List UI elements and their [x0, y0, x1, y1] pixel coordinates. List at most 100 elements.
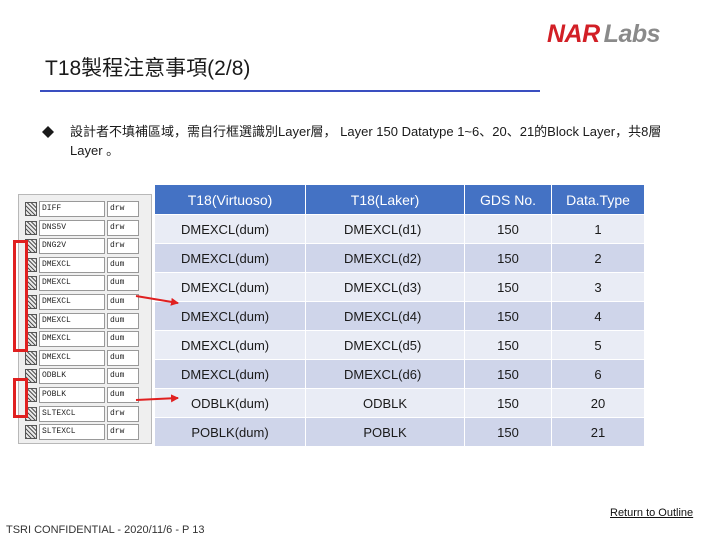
- table-cell: DMEXCL(d4): [306, 301, 465, 330]
- layer-row[interactable]: DNS5V drw: [23, 219, 147, 236]
- table-cell: 150: [465, 272, 552, 301]
- table-cell: 150: [465, 388, 552, 417]
- logo-labs-text: Labs: [603, 20, 661, 48]
- layer-palette-panel: DIFF drw DNS5V drw DNG2V drw DMEXCL dum DMEXCL du…: [18, 194, 152, 444]
- table-cell: DMEXCL(dum): [155, 330, 306, 359]
- layer-name: DMEXCL: [39, 256, 105, 273]
- table-cell: 150: [465, 330, 552, 359]
- header-virtuoso: T18(Virtuoso): [155, 185, 306, 214]
- layer-name: SLTEXCL: [39, 405, 105, 422]
- layer-name: ODBLK: [39, 368, 105, 385]
- layer-swatch-icon: [25, 220, 37, 235]
- table-cell: DMEXCL(d1): [306, 214, 465, 243]
- table-cell: DMEXCL(dum): [155, 243, 306, 272]
- layer-purpose: dum: [107, 294, 139, 310]
- table-cell: 150: [465, 359, 552, 388]
- table-row: ODBLK(dum) ODBLK 150 20: [155, 388, 645, 417]
- table-cell: DMEXCL(dum): [155, 272, 306, 301]
- layer-name: DNS5V: [39, 219, 105, 236]
- table-cell: 3: [552, 272, 645, 301]
- table-row: DMEXCL(dum) DMEXCL(d1) 150 1: [155, 214, 645, 243]
- layer-name: DMEXCL: [39, 275, 105, 292]
- layer-swatch-icon: [25, 202, 37, 216]
- table-cell: 150: [465, 301, 552, 330]
- layer-swatch-icon: [25, 350, 37, 365]
- table-cell: DMEXCL(d6): [306, 359, 465, 388]
- layer-row[interactable]: DMEXCL dum: [23, 294, 147, 310]
- header-datatype: Data.Type: [552, 185, 645, 214]
- layer-row[interactable]: SLTEXCL drw: [23, 405, 147, 422]
- layer-row[interactable]: DNG2V drw: [23, 238, 147, 255]
- table-cell: POBLK: [306, 417, 465, 446]
- table-cell: 150: [465, 214, 552, 243]
- layer-name: DMEXCL: [39, 294, 105, 310]
- layer-name: POBLK: [39, 387, 105, 403]
- layer-purpose: drw: [107, 405, 139, 422]
- layer-name: DMEXCL: [39, 349, 105, 366]
- table-row: POBLK(dum) POBLK 150 21: [155, 417, 645, 446]
- table-row: DMEXCL(dum) DMEXCL(d4) 150 4: [155, 301, 645, 330]
- table-cell: POBLK(dum): [155, 417, 306, 446]
- table-cell: DMEXCL(d5): [306, 330, 465, 359]
- layer-purpose: dum: [107, 387, 139, 403]
- logo-nar-text: NAR: [547, 20, 600, 48]
- return-to-outline-link[interactable]: Return to Outline: [610, 507, 694, 519]
- layer-purpose: drw: [107, 424, 139, 441]
- table-cell: 6: [552, 359, 645, 388]
- layer-name: DMEXCL: [39, 331, 105, 348]
- layer-row[interactable]: DMEXCL dum: [23, 256, 147, 273]
- table-cell: 5: [552, 330, 645, 359]
- table-cell: DMEXCL(d2): [306, 243, 465, 272]
- layer-purpose: dum: [107, 331, 139, 348]
- layer-row[interactable]: DIFF drw: [23, 201, 147, 217]
- table-cell: DMEXCL(d3): [306, 272, 465, 301]
- layer-purpose: dum: [107, 368, 139, 385]
- layer-row[interactable]: DMEXCL dum: [23, 331, 147, 348]
- layer-name: DIFF: [39, 201, 105, 217]
- layer-name: DMEXCL: [39, 312, 105, 329]
- layer-name: SLTEXCL: [39, 424, 105, 441]
- table-cell: 150: [465, 417, 552, 446]
- table-cell: ODBLK(dum): [155, 388, 306, 417]
- layer-purpose: drw: [107, 238, 139, 255]
- layer-mapping-table: T18(Virtuoso) T18(Laker) GDS No. Data.Ty…: [155, 185, 645, 446]
- table-cell: 20: [552, 388, 645, 417]
- diamond-bullet-icon: [42, 126, 54, 138]
- slide-title: T18製程注意事項(2/8): [45, 57, 251, 80]
- narlabs-logo: NAR Labs: [547, 20, 661, 49]
- table-row: DMEXCL(dum) DMEXCL(d5) 150 5: [155, 330, 645, 359]
- layer-row[interactable]: SLTEXCL drw: [23, 424, 147, 441]
- title-underline: [40, 90, 540, 92]
- layer-purpose: dum: [107, 349, 139, 366]
- table-header-row: T18(Virtuoso) T18(Laker) GDS No. Data.Ty…: [155, 185, 645, 214]
- layer-purpose: dum: [107, 256, 139, 273]
- layer-purpose: dum: [107, 275, 139, 292]
- layer-name: DNG2V: [39, 238, 105, 255]
- table-row: DMEXCL(dum) DMEXCL(d6) 150 6: [155, 359, 645, 388]
- header-laker: T18(Laker): [306, 185, 465, 214]
- table-row: DMEXCL(dum) DMEXCL(d3) 150 3: [155, 272, 645, 301]
- description-text: 設計者不填補區域，需自行框選識別Layer層， Layer 150 Dataty…: [70, 124, 662, 158]
- highlight-box-blk: [13, 378, 28, 418]
- table-cell: 1: [552, 214, 645, 243]
- layer-row[interactable]: DMEXCL dum: [23, 349, 147, 366]
- layer-swatch-icon: [25, 369, 37, 384]
- footer-text: TSRI CONFIDENTIAL - 2020/11/6 - P 13: [6, 524, 205, 536]
- table-cell: DMEXCL(dum): [155, 214, 306, 243]
- layer-purpose: drw: [107, 219, 139, 236]
- table-cell: 4: [552, 301, 645, 330]
- header-gds-no: GDS No.: [465, 185, 552, 214]
- layer-row[interactable]: POBLK dum: [23, 387, 147, 403]
- layer-purpose: dum: [107, 312, 139, 329]
- layer-row[interactable]: DMEXCL dum: [23, 275, 147, 292]
- layer-row[interactable]: ODBLK dum: [23, 368, 147, 385]
- table-cell: DMEXCL(dum): [155, 359, 306, 388]
- table-row: DMEXCL(dum) DMEXCL(d2) 150 2: [155, 243, 645, 272]
- table-cell: 150: [465, 243, 552, 272]
- layer-row[interactable]: DMEXCL dum: [23, 312, 147, 329]
- table-cell: DMEXCL(dum): [155, 301, 306, 330]
- table-cell: 2: [552, 243, 645, 272]
- highlight-box-dmexcl: [13, 240, 28, 352]
- layer-swatch-icon: [25, 425, 37, 440]
- table-cell: ODBLK: [306, 388, 465, 417]
